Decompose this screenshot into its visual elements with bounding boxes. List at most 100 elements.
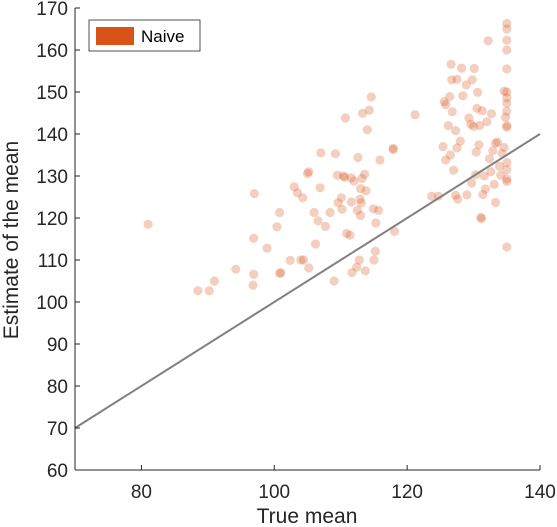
- data-point: [356, 198, 366, 208]
- data-point: [349, 176, 359, 186]
- data-point: [355, 194, 365, 204]
- data-point: [502, 158, 512, 168]
- x-tick-label: 120: [391, 482, 423, 503]
- data-point: [356, 210, 366, 221]
- data-point: [445, 92, 455, 102]
- data-point: [248, 280, 258, 290]
- data-point: [388, 144, 398, 155]
- data-points: [143, 18, 512, 296]
- data-point: [502, 35, 512, 45]
- data-point: [472, 103, 482, 113]
- reference-line: [74, 133, 541, 429]
- data-point: [346, 173, 356, 183]
- data-point: [453, 194, 463, 204]
- data-point: [469, 121, 479, 131]
- data-point: [467, 75, 477, 85]
- data-point: [443, 121, 453, 131]
- data-point: [474, 140, 484, 150]
- y-tick-label: 140: [36, 125, 68, 146]
- data-point: [362, 125, 372, 135]
- data-point: [204, 286, 214, 296]
- data-point: [358, 108, 368, 118]
- data-point: [478, 189, 488, 200]
- data-point: [457, 63, 467, 73]
- data-point: [366, 92, 376, 102]
- data-point: [438, 142, 448, 152]
- data-point: [490, 197, 501, 208]
- y-tick-label: 80: [47, 377, 68, 398]
- data-point: [340, 113, 350, 123]
- data-point: [410, 110, 420, 120]
- data-point: [346, 197, 356, 207]
- data-point: [309, 207, 319, 218]
- data-point: [502, 98, 512, 108]
- data-point: [143, 219, 153, 229]
- data-point: [466, 119, 476, 129]
- data-point: [325, 207, 335, 218]
- data-point: [375, 155, 385, 165]
- data-point: [374, 205, 384, 215]
- data-point: [304, 167, 314, 177]
- data-point: [285, 255, 295, 265]
- y-tick-label: 110: [38, 251, 68, 272]
- data-point: [484, 154, 495, 164]
- data-point: [490, 138, 501, 148]
- data-point: [389, 226, 400, 236]
- data-point: [360, 169, 370, 179]
- data-point: [315, 183, 325, 193]
- y-tick-label: 120: [36, 209, 68, 230]
- data-point: [302, 168, 313, 179]
- y-tick-label: 170: [36, 0, 68, 20]
- data-point: [360, 266, 370, 276]
- y-tick-label: 100: [36, 293, 68, 314]
- data-point: [352, 205, 362, 215]
- axes: [74, 7, 541, 471]
- data-point: [458, 91, 468, 101]
- data-point: [276, 268, 286, 278]
- data-point: [492, 137, 503, 147]
- data-point: [427, 191, 437, 201]
- data-point: [345, 230, 355, 240]
- data-point: [337, 204, 347, 214]
- data-point: [249, 269, 259, 279]
- data-point: [353, 152, 363, 163]
- data-point: [467, 178, 477, 188]
- x-tick-label: 140: [524, 482, 556, 503]
- data-point: [446, 59, 456, 69]
- data-point: [477, 106, 487, 116]
- data-point: [461, 80, 471, 90]
- data-point: [304, 263, 314, 273]
- data-point: [486, 109, 497, 119]
- data-point: [462, 190, 472, 200]
- data-point: [502, 93, 512, 103]
- legend: Naive: [88, 19, 201, 52]
- data-point: [502, 242, 512, 252]
- data-point: [483, 36, 493, 46]
- data-point: [452, 74, 462, 84]
- y-axis-label: Estimate of the mean: [0, 141, 23, 339]
- data-point: [496, 170, 506, 180]
- data-point: [231, 264, 241, 274]
- data-point: [332, 170, 342, 180]
- data-point: [502, 174, 512, 184]
- data-point: [262, 243, 272, 253]
- data-point: [449, 165, 459, 175]
- data-point: [333, 198, 343, 208]
- data-point: [489, 179, 499, 189]
- data-point: [289, 182, 299, 192]
- x-tick-label: 80: [131, 482, 152, 503]
- data-point: [502, 45, 512, 55]
- data-point: [298, 193, 308, 203]
- data-point: [502, 24, 512, 34]
- data-point: [471, 147, 481, 157]
- data-point: [480, 184, 491, 194]
- data-point: [464, 113, 474, 123]
- y-tick-label: 60: [47, 461, 68, 482]
- data-point: [473, 87, 483, 97]
- data-point: [488, 146, 498, 156]
- data-point: [320, 221, 330, 231]
- data-point: [370, 246, 380, 256]
- data-point: [502, 121, 512, 131]
- data-point: [249, 233, 259, 243]
- data-point: [369, 255, 379, 265]
